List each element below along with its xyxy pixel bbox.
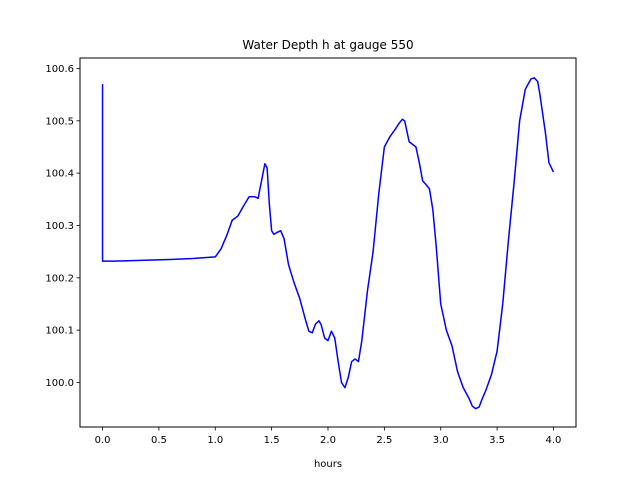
- x-tick-label: 3.5: [489, 435, 505, 446]
- y-tick-label: 100.1: [45, 326, 74, 337]
- x-tick-label: 3.0: [433, 435, 449, 446]
- y-tick-label: 100.3: [45, 221, 74, 232]
- x-tick-label: 1.0: [207, 435, 223, 446]
- y-axis-ticks: 100.0 100.1 100.2 100.3 100.4 100.5 100.6: [45, 64, 80, 389]
- y-tick-label: 100.2: [45, 273, 74, 284]
- series-line-0: [101, 77, 555, 410]
- y-tick-label: 100.5: [45, 116, 74, 127]
- x-tick-label: 0.0: [95, 435, 111, 446]
- y-tick-label: 100.0: [45, 378, 74, 389]
- y-tick-label: 100.4: [45, 169, 74, 180]
- x-tick-label: 4.0: [546, 435, 562, 446]
- chart-title: Water Depth h at gauge 550: [242, 38, 413, 52]
- plot-line-layer: [101, 77, 555, 410]
- x-tick-label: 2.5: [376, 435, 392, 446]
- x-tick-label: 1.5: [264, 435, 280, 446]
- x-axis-label: hours: [314, 459, 342, 470]
- x-tick-label: 0.5: [151, 435, 167, 446]
- plot-area-frame: [79, 57, 577, 428]
- x-axis-ticks: 0.0 0.5 1.0 1.5 2.0 2.5 3.0 3.5 4.0: [95, 427, 562, 446]
- y-tick-label: 100.6: [45, 64, 74, 75]
- x-tick-label: 2.0: [320, 435, 336, 446]
